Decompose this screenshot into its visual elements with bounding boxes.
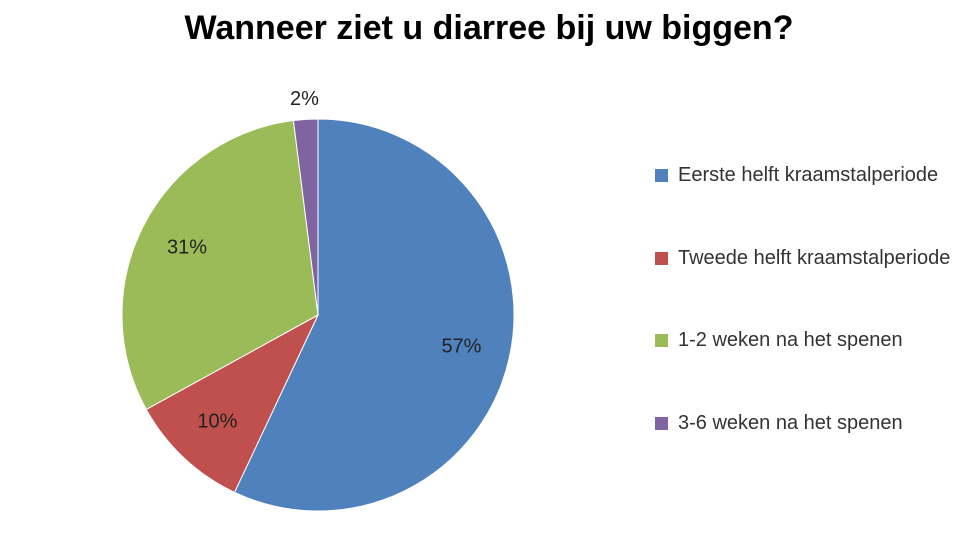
legend-label: Tweede helft kraamstalperiode	[678, 247, 951, 269]
pie-slice	[292, 118, 319, 316]
data-label: 10%	[197, 410, 237, 432]
legend-label: 1-2 weken na het spenen	[678, 329, 903, 351]
legend-item: 3-6 weken na het spenen	[655, 408, 968, 438]
data-label: 31%	[167, 237, 207, 259]
chart-title: Wanneer ziet u diarree bij uw biggen?	[185, 9, 794, 47]
legend-swatch	[655, 417, 668, 430]
pie-slice	[233, 118, 515, 512]
legend-item: Tweede helft kraamstalperiode	[655, 243, 968, 273]
legend-swatch	[655, 169, 668, 182]
data-label: 57%	[441, 335, 481, 357]
pie-slice	[145, 313, 320, 494]
legend-label: Eerste helft kraamstalperiode	[678, 164, 939, 186]
pie-slice	[121, 119, 319, 411]
legend-item: Eerste helft kraamstalperiode	[655, 160, 968, 190]
legend-swatch	[655, 334, 668, 347]
data-label: 2%	[290, 88, 319, 110]
legend-item: 1-2 weken na het spenen	[655, 325, 968, 355]
legend-label: 3-6 weken na het spenen	[678, 412, 903, 434]
legend-swatch	[655, 252, 668, 265]
